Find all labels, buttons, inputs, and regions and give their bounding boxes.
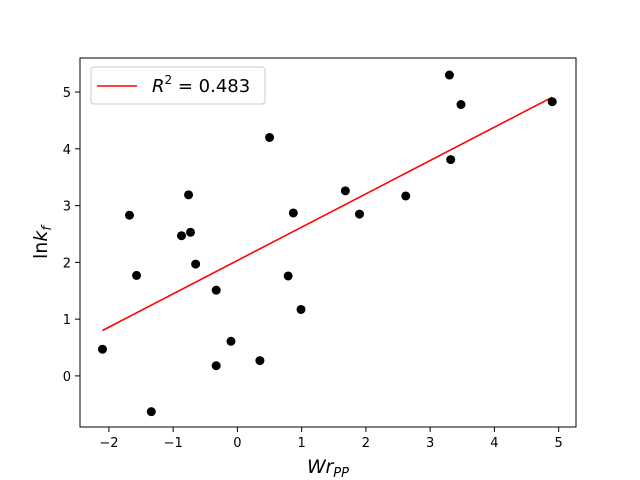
data-point-16 <box>340 186 350 196</box>
data-point-10 <box>226 336 236 346</box>
axes-frame <box>79 57 577 428</box>
data-point-14 <box>288 208 298 218</box>
x-tick-label: 5 <box>555 436 563 451</box>
x-tick-label: −1 <box>164 436 183 451</box>
data-point-19 <box>444 70 454 80</box>
data-point-3 <box>146 407 156 417</box>
x-tick-label: 4 <box>490 436 498 451</box>
data-point-20 <box>446 155 456 165</box>
y-tick-label: 3 <box>63 200 71 215</box>
x-tick-label: 2 <box>362 436 370 451</box>
data-point-8 <box>211 285 221 295</box>
data-point-17 <box>354 209 364 219</box>
data-point-6 <box>186 227 196 237</box>
x-tick-label: −2 <box>99 436 118 451</box>
x-tick-label: 3 <box>426 436 434 451</box>
plot-area <box>97 70 557 417</box>
data-point-2 <box>132 270 142 280</box>
data-point-0 <box>97 344 107 354</box>
data-point-22 <box>547 97 557 107</box>
data-point-1 <box>124 210 134 220</box>
x-axis-label: WrPP <box>307 456 349 480</box>
y-tick-label: 2 <box>63 256 71 271</box>
data-point-12 <box>265 132 275 142</box>
data-point-13 <box>283 271 293 281</box>
legend: R2 = 0.483 <box>90 66 266 105</box>
data-point-9 <box>211 361 221 371</box>
y-axis-label: lnkf <box>30 224 55 259</box>
data-point-5 <box>184 190 194 200</box>
y-tick-label: 0 <box>63 370 71 385</box>
data-point-15 <box>296 304 306 314</box>
data-point-21 <box>456 100 466 110</box>
data-point-11 <box>255 356 265 366</box>
legend-label: R2 = 0.483 <box>152 73 250 97</box>
legend-box <box>90 66 266 105</box>
y-tick-label: 1 <box>63 313 71 328</box>
y-tick-label: 4 <box>63 143 71 158</box>
x-tick-label: 1 <box>298 436 306 451</box>
fit-line <box>102 96 553 332</box>
data-point-4 <box>177 231 187 241</box>
data-point-7 <box>191 259 201 269</box>
x-tick-label: 0 <box>233 436 241 451</box>
data-point-18 <box>401 191 411 201</box>
axis-ticks: −2 −1 0 1 2 3 4 5 0 1 2 3 4 5 <box>63 86 563 451</box>
y-tick-label: 5 <box>63 86 71 101</box>
